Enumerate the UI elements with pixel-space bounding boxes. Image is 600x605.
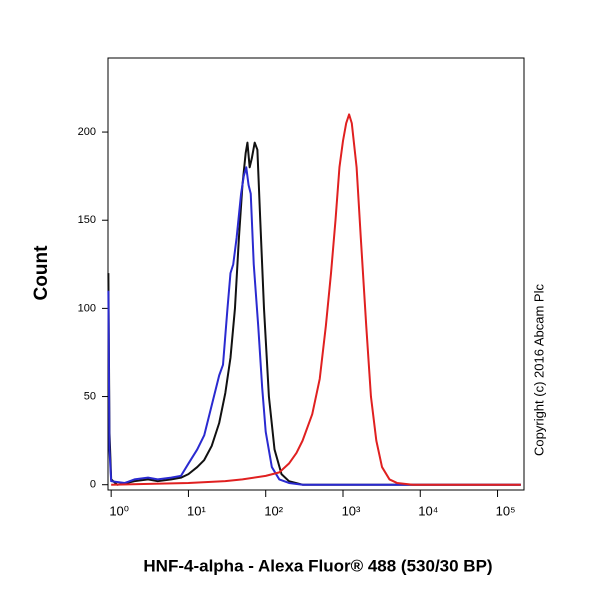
y-tick-label: 100 <box>78 302 96 314</box>
plot-frame <box>107 57 525 491</box>
histogram-line <box>107 141 521 486</box>
x-tick-label: 10⁰ <box>109 503 129 518</box>
y-tick-label: 150 <box>78 214 96 226</box>
y-tick-label: 0 <box>90 479 96 491</box>
copyright: Copyright (c) 2016 Abcam Plc <box>531 284 546 456</box>
x-tick-label: 10³ <box>342 503 361 518</box>
y-tick-label: 50 <box>84 390 96 402</box>
y-tick-label: 200 <box>78 126 96 138</box>
histogram-line <box>107 166 521 486</box>
x-tick-label: 10² <box>264 503 283 518</box>
histogram-line <box>111 113 521 486</box>
x-tick-label: 10¹ <box>187 503 206 518</box>
x-axis-label: HNF-4-alpha - Alexa Fluor® 488 (530/30 B… <box>143 556 492 575</box>
x-tick-label: 10⁵ <box>496 503 516 518</box>
x-tick-label: 10⁴ <box>418 503 438 518</box>
y-axis-label: Count <box>31 245 52 301</box>
